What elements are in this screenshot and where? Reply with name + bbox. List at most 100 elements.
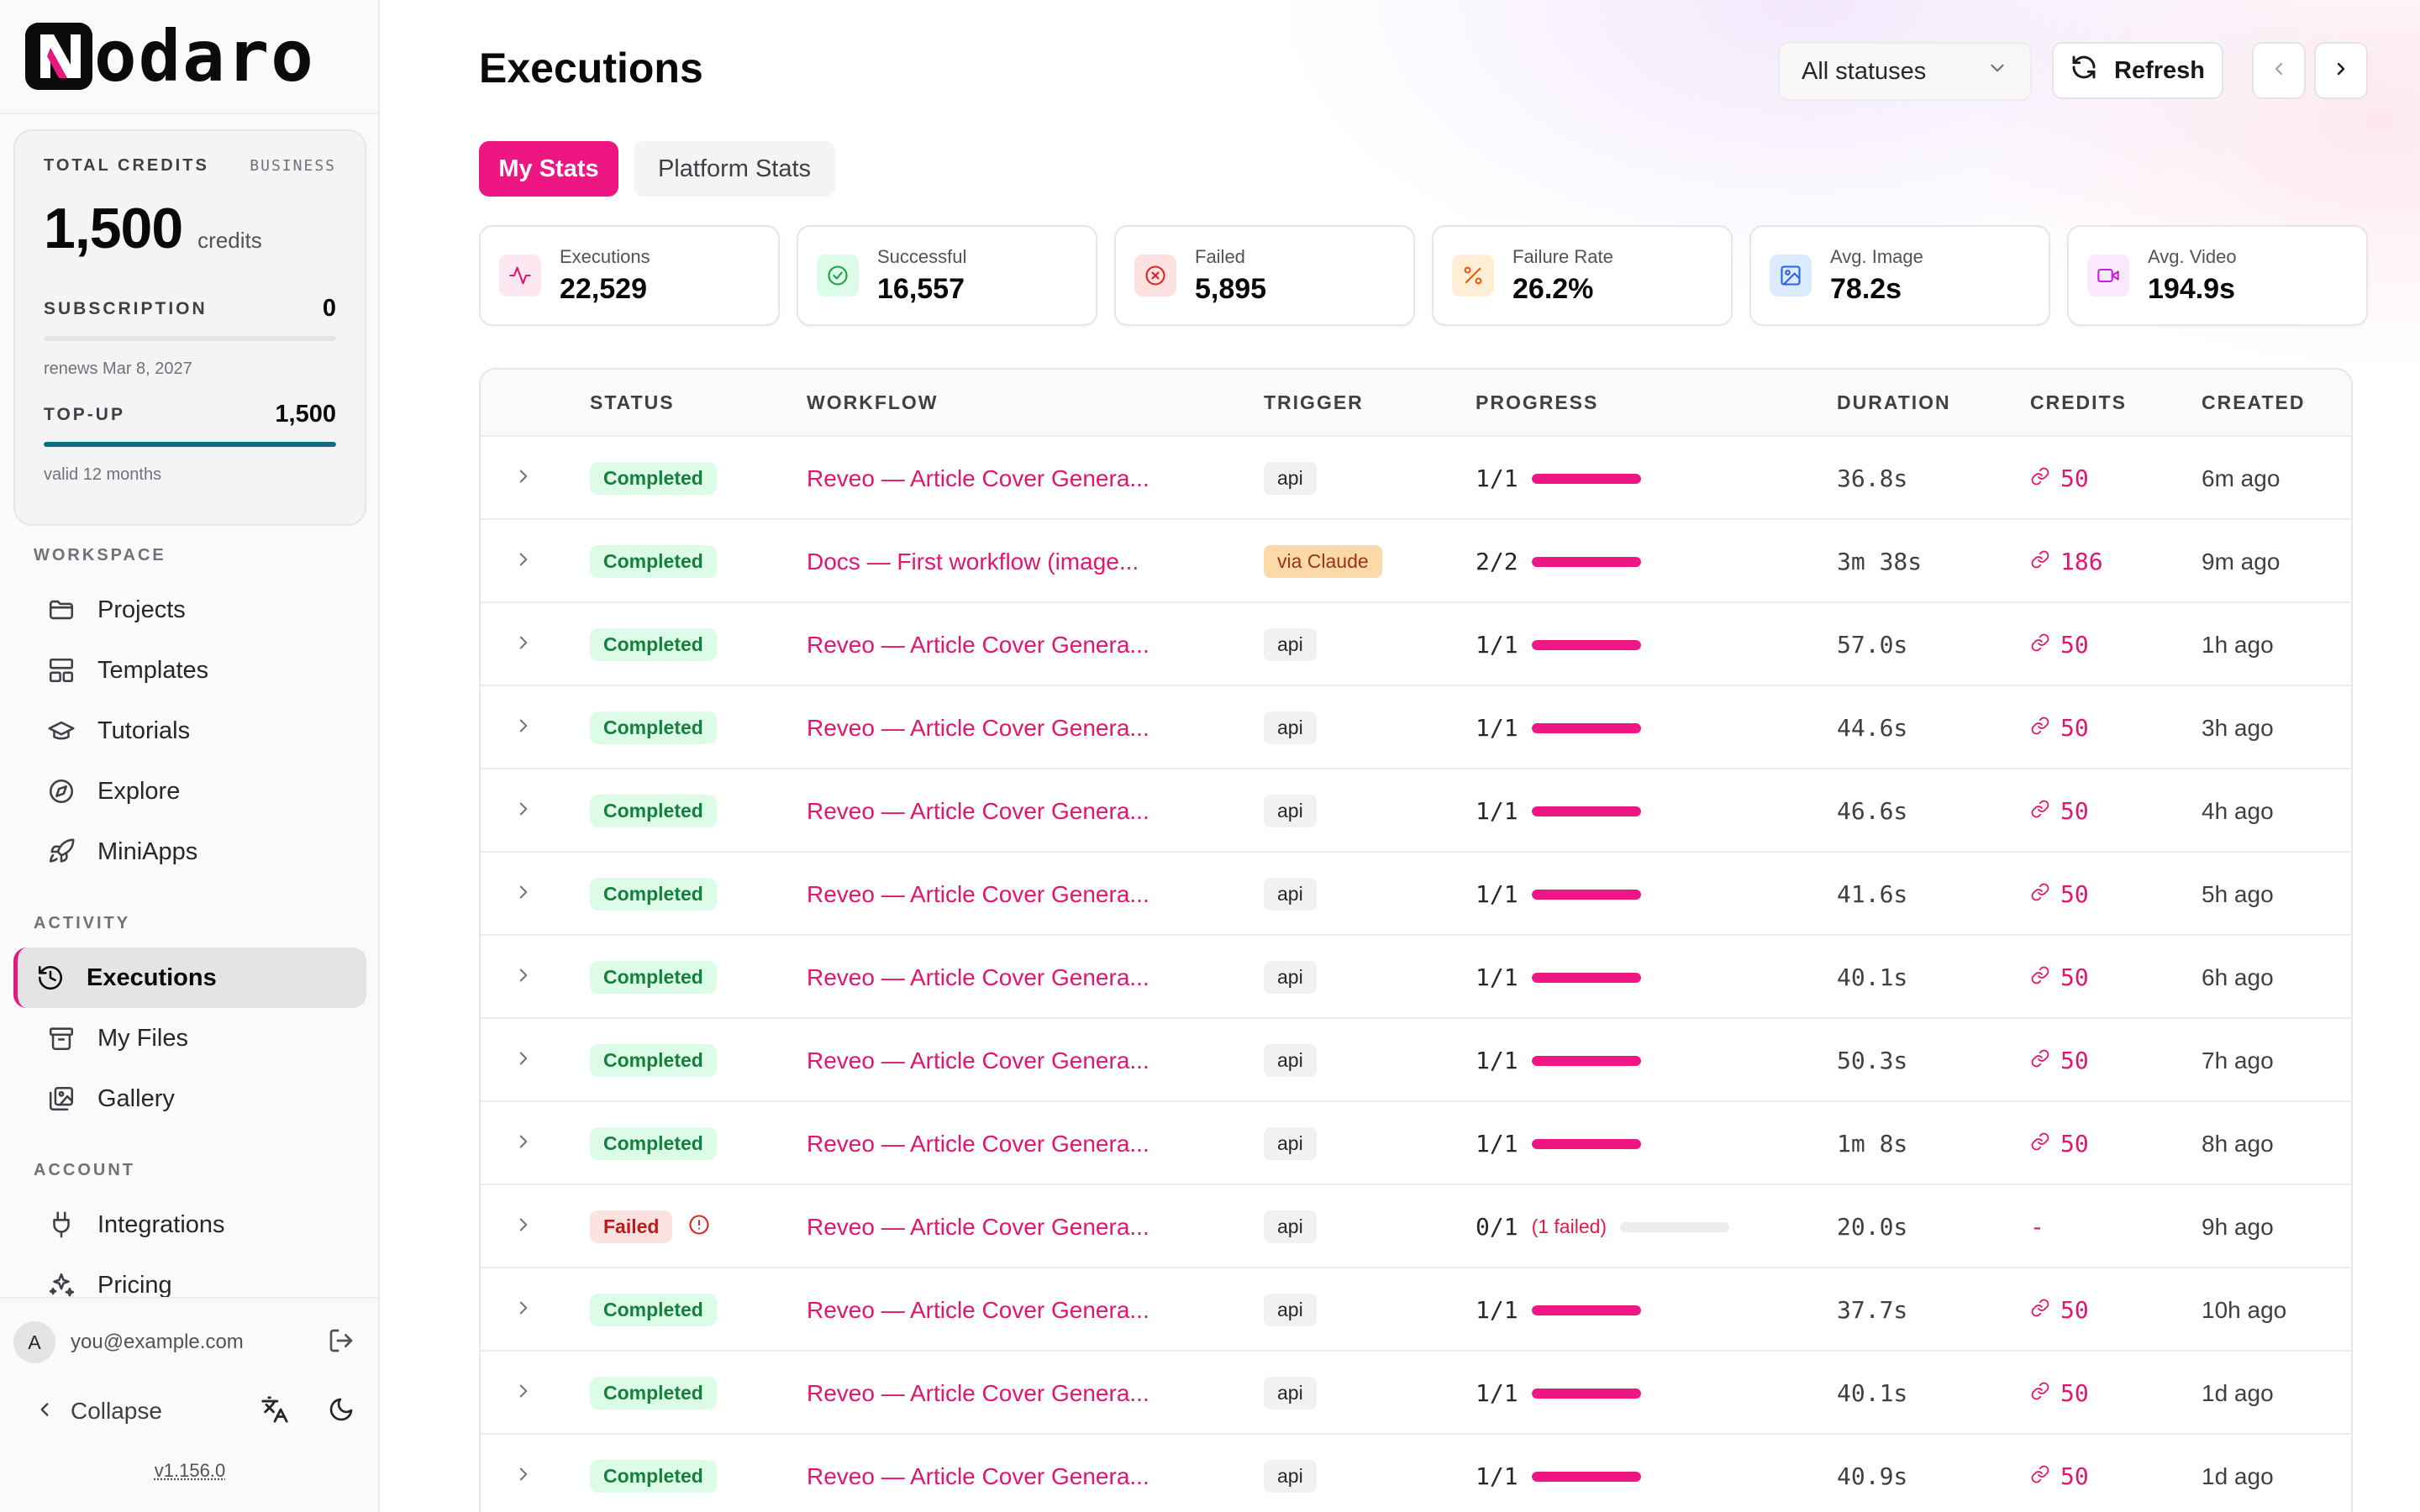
refresh-button[interactable]: Refresh (2052, 42, 2223, 99)
credits-title: TOTAL CREDITS (44, 156, 209, 175)
table-row[interactable]: Completed Reveo — Article Cover Genera...… (481, 1019, 2351, 1102)
stat-label: Avg. Video (2148, 245, 2237, 267)
status-filter-select[interactable]: All statuses (1778, 42, 2032, 101)
table-row[interactable]: Completed Reveo — Article Cover Genera...… (481, 1268, 2351, 1352)
stat-card-failed: Failed 5,895 (1114, 225, 1415, 326)
workflow-link[interactable]: Reveo — Article Cover Genera... (807, 1296, 1150, 1323)
expand-row-button[interactable] (513, 1102, 534, 1185)
trigger-badge: api (1264, 1127, 1317, 1160)
table-row[interactable]: Completed Reveo — Article Cover Genera...… (481, 769, 2351, 853)
sidebar-item-integrations[interactable]: Integrations (13, 1194, 366, 1255)
table-row[interactable]: Completed Reveo — Article Cover Genera...… (481, 686, 2351, 769)
column-header-trigger[interactable]: TRIGGER (1264, 391, 1364, 413)
created-cell: 1d ago (2202, 1352, 2274, 1435)
link-icon (2030, 714, 2050, 742)
duration-value: 37.7s (1837, 1296, 1908, 1324)
executions-table: STATUS WORKFLOW TRIGGER PROGRESS DURATIO… (479, 368, 2353, 1512)
expand-row-button[interactable] (513, 686, 534, 769)
workflow-link[interactable]: Reveo — Article Cover Genera... (807, 1130, 1150, 1157)
credits-value-wrap: 50 (2030, 797, 2089, 825)
column-header-created[interactable]: CREATED (2202, 391, 2306, 413)
status-badge: Completed (590, 545, 717, 578)
workflow-link[interactable]: Reveo — Article Cover Genera... (807, 1047, 1150, 1074)
logo[interactable]: odaro (0, 0, 378, 114)
logout-icon[interactable] (328, 1327, 355, 1358)
dark-mode-icon[interactable] (328, 1396, 355, 1427)
table-row[interactable]: Completed Reveo — Article Cover Genera...… (481, 1435, 2351, 1512)
sparkles-icon (47, 1271, 76, 1299)
sidebar-item-my-files[interactable]: My Files (13, 1008, 366, 1068)
expand-row-button[interactable] (513, 1185, 534, 1268)
credits-value: 50 (2060, 880, 2089, 908)
workflow-link[interactable]: Reveo — Article Cover Genera... (807, 465, 1150, 491)
progress-text: 1/1 (1476, 1296, 1518, 1324)
sidebar-item-executions[interactable]: Executions (13, 948, 366, 1008)
table-row[interactable]: Failed Reveo — Article Cover Genera... api… (481, 1185, 2351, 1268)
collapse-button[interactable]: Collapse (71, 1398, 162, 1424)
avatar[interactable]: A (13, 1321, 55, 1363)
workflow-cell: Reveo — Article Cover Genera... (807, 1435, 1150, 1512)
column-header-workflow[interactable]: WORKFLOW (807, 391, 939, 413)
expand-row-button[interactable] (513, 853, 534, 936)
expand-row-button[interactable] (513, 1268, 534, 1352)
translate-icon[interactable] (260, 1395, 289, 1428)
expand-row-button[interactable] (513, 936, 534, 1019)
next-page-button[interactable] (2314, 42, 2368, 99)
column-header-credits[interactable]: CREDITS (2030, 391, 2127, 413)
sidebar-item-explore[interactable]: Explore (13, 761, 366, 822)
expand-row-button[interactable] (513, 437, 534, 520)
chevron-left-icon[interactable] (34, 1399, 55, 1425)
tab-my-stats[interactable]: My Stats (479, 141, 618, 197)
workflow-link[interactable]: Reveo — Article Cover Genera... (807, 1213, 1150, 1240)
sidebar-item-pricing[interactable]: Pricing (13, 1255, 366, 1315)
link-icon (2030, 1130, 2050, 1158)
column-header-duration[interactable]: DURATION (1837, 391, 1951, 413)
sidebar-item-tutorials[interactable]: Tutorials (13, 701, 366, 761)
table-row[interactable]: Completed Reveo — Article Cover Genera...… (481, 853, 2351, 936)
sidebar-item-gallery[interactable]: Gallery (13, 1068, 366, 1129)
status-badge: Failed (590, 1210, 673, 1243)
alert-circle-icon[interactable] (687, 1213, 711, 1241)
previous-page-button[interactable] (2252, 42, 2306, 99)
workflow-link[interactable]: Reveo — Article Cover Genera... (807, 1379, 1150, 1406)
app-version[interactable]: v1.156.0 (154, 1460, 226, 1481)
workflow-link[interactable]: Reveo — Article Cover Genera... (807, 631, 1150, 658)
table-row[interactable]: Completed Reveo — Article Cover Genera...… (481, 603, 2351, 686)
expand-row-button[interactable] (513, 603, 534, 686)
expand-row-button[interactable] (513, 769, 534, 853)
duration-cell: 40.1s (1837, 1352, 1907, 1435)
workflow-link[interactable]: Reveo — Article Cover Genera... (807, 963, 1150, 990)
workflow-link[interactable]: Reveo — Article Cover Genera... (807, 714, 1150, 741)
sidebar-item-label: Templates (97, 656, 209, 684)
expand-row-button[interactable] (513, 1352, 534, 1435)
link-icon (2030, 1379, 2050, 1407)
table-row[interactable]: Completed Reveo — Article Cover Genera...… (481, 936, 2351, 1019)
sidebar-item-projects[interactable]: Projects (13, 580, 366, 640)
graduation-cap-icon (47, 717, 76, 745)
status-badge: Completed (590, 1044, 717, 1077)
sidebar-item-miniapps[interactable]: MiniApps (13, 822, 366, 882)
status-badge: Completed (590, 795, 717, 827)
table-row[interactable]: Completed Docs — First workflow (image...… (481, 520, 2351, 603)
expand-row-button[interactable] (513, 520, 534, 603)
trigger-cell: api (1264, 936, 1317, 1019)
workflow-link[interactable]: Docs — First workflow (image... (807, 548, 1139, 575)
table-row[interactable]: Completed Reveo — Article Cover Genera...… (481, 437, 2351, 520)
workflow-link[interactable]: Reveo — Article Cover Genera... (807, 797, 1150, 824)
expand-row-button[interactable] (513, 1019, 534, 1102)
trigger-badge: api (1264, 1210, 1317, 1243)
column-header-progress[interactable]: PROGRESS (1476, 391, 1599, 413)
rocket-icon (47, 837, 76, 866)
table-row[interactable]: Completed Reveo — Article Cover Genera...… (481, 1102, 2351, 1185)
tab-platform-stats[interactable]: Platform Stats (634, 141, 835, 197)
status-badge: Completed (590, 628, 717, 661)
table-row[interactable]: Completed Reveo — Article Cover Genera...… (481, 1352, 2351, 1435)
expand-row-button[interactable] (513, 1435, 534, 1512)
workflow-link[interactable]: Reveo — Article Cover Genera... (807, 1462, 1150, 1489)
created-cell: 9h ago (2202, 1185, 2274, 1268)
sidebar-item-templates[interactable]: Templates (13, 640, 366, 701)
column-header-status[interactable]: STATUS (590, 391, 675, 413)
chevron-right-icon (513, 465, 534, 491)
workflow-link[interactable]: Reveo — Article Cover Genera... (807, 880, 1150, 907)
credits-value-wrap: 50 (2030, 465, 2089, 492)
